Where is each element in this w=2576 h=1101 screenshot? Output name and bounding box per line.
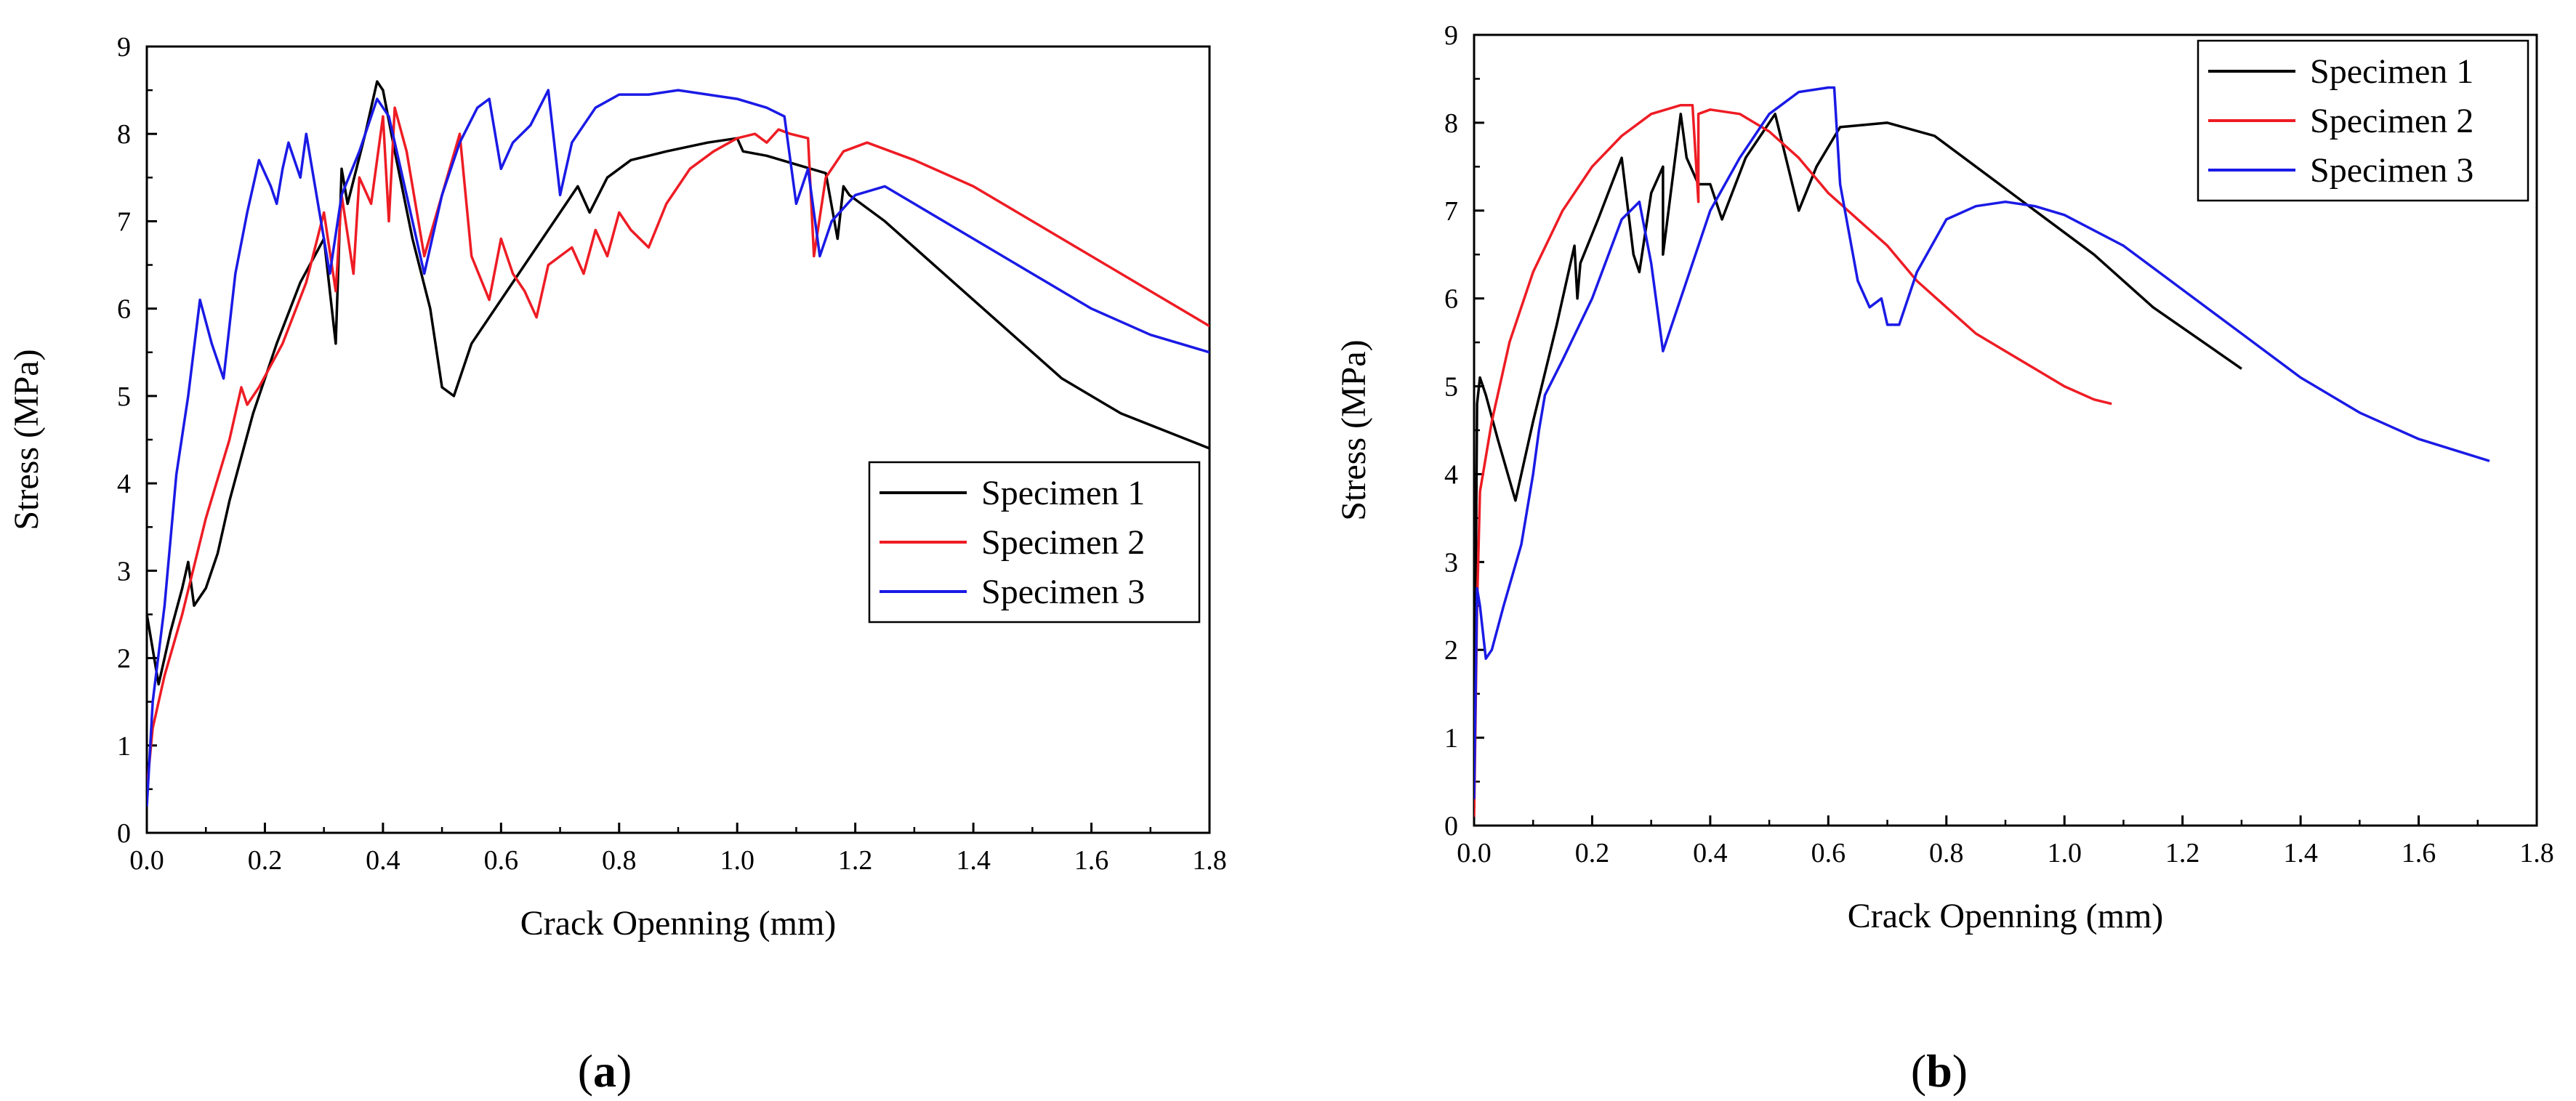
series-line-a-1 <box>147 80 1209 686</box>
x-axis-label-a: Crack Openning (mm) <box>520 904 837 943</box>
y-tick-label-b: 3 <box>1444 547 1458 578</box>
legend-label-a-2: Specimen 2 <box>981 523 1145 562</box>
x-tick-label-b: 0.0 <box>1457 838 1492 868</box>
panel-label-a: (a) <box>578 1045 632 1097</box>
x-tick-label-b: 0.2 <box>1575 838 1610 868</box>
svg-text:(a): (a) <box>578 1045 632 1097</box>
x-tick-label-b: 0.8 <box>1929 838 1964 868</box>
series-group-a <box>147 80 1209 807</box>
x-tick-label-a: 1.6 <box>1074 845 1109 876</box>
x-axis-label-b: Crack Openning (mm) <box>1848 897 2164 935</box>
legend-label-b-1: Specimen 1 <box>2310 52 2474 91</box>
x-tick-label-b: 0.6 <box>1811 838 1846 868</box>
x-tick-label-b: 1.2 <box>2165 838 2200 868</box>
y-tick-label-a: 4 <box>117 469 131 499</box>
series-line-b-1 <box>1474 113 2242 808</box>
panel-label-b: (b) <box>1911 1045 1968 1097</box>
y-tick-label-b: 2 <box>1444 635 1458 666</box>
x-tick-label-b: 1.4 <box>2283 838 2318 868</box>
y-tick-label-b: 5 <box>1444 372 1458 403</box>
chart-b: 0.0 0.2 0.4 0.6 0.8 1.0 1.2 1.4 1.6 1.8 0 1 2 3 4 5 6 7 8 9… <box>1335 20 2554 935</box>
chart-a: 0.0 0.2 0.4 0.6 0.8 1.0 1.2 1.4 1.6 1.8 0 1 2 3 4 5 6 7 8 9… <box>7 32 1227 943</box>
x-tick-label-b: 0.4 <box>1693 838 1728 868</box>
series-line-a-2 <box>147 106 1209 790</box>
y-tick-label-b: 4 <box>1444 459 1458 490</box>
x-tick-label-a: 0.0 <box>129 845 164 876</box>
y-tick-label-b: 7 <box>1444 196 1458 227</box>
x-tick-label-b: 1.0 <box>2047 838 2082 868</box>
series-line-b-3 <box>1474 86 2490 799</box>
y-tick-label-b: 0 <box>1444 811 1458 842</box>
x-tick-label-a: 1.0 <box>720 845 754 876</box>
x-tick-label-a: 0.4 <box>366 845 401 876</box>
y-axis-label-b: Stress (MPa) <box>1335 339 1373 520</box>
x-tick-label-a: 1.2 <box>838 845 873 876</box>
y-tick-label-b: 8 <box>1444 108 1458 139</box>
x-tick-label-a: 0.6 <box>484 845 519 876</box>
legend-label-a-1: Specimen 1 <box>981 474 1145 512</box>
x-tick-label-a: 0.2 <box>248 845 283 876</box>
y-tick-label-a: 3 <box>117 556 131 586</box>
y-tick-label-a: 2 <box>117 644 131 674</box>
x-tick-label-a: 0.8 <box>602 845 637 876</box>
y-tick-label-a: 7 <box>117 206 131 237</box>
plot-frame-a <box>145 45 1211 834</box>
series-group-b <box>1474 86 2490 817</box>
y-tick-label-a: 8 <box>117 119 131 150</box>
y-tick-label-a: 1 <box>117 731 131 762</box>
legend-label-b-3: Specimen 3 <box>2310 151 2474 190</box>
y-axis-label-a: Stress (MPa) <box>7 349 46 530</box>
y-tick-label-a: 6 <box>117 294 131 325</box>
x-tick-label-b: 1.8 <box>2519 838 2554 868</box>
series-line-b-2 <box>1474 103 2112 817</box>
y-tick-label-a: 5 <box>117 382 131 412</box>
x-tick-label-b: 1.6 <box>2402 838 2436 868</box>
y-tick-label-a: 9 <box>117 32 131 62</box>
y-tick-label-b: 6 <box>1444 284 1458 315</box>
y-tick-label-b: 1 <box>1444 723 1458 754</box>
panel-letter-b: b <box>1926 1045 1952 1097</box>
series-line-a-3 <box>147 89 1209 807</box>
y-tick-label-a: 0 <box>117 818 131 849</box>
y-tick-label-b: 9 <box>1444 20 1458 51</box>
svg-text:(b): (b) <box>1911 1045 1968 1097</box>
x-tick-label-a: 1.8 <box>1192 845 1227 876</box>
legend-label-a-3: Specimen 3 <box>981 573 1145 611</box>
legend-label-b-2: Specimen 2 <box>2310 102 2474 140</box>
panel-letter-a: a <box>593 1045 616 1097</box>
x-tick-label-a: 1.4 <box>956 845 991 876</box>
